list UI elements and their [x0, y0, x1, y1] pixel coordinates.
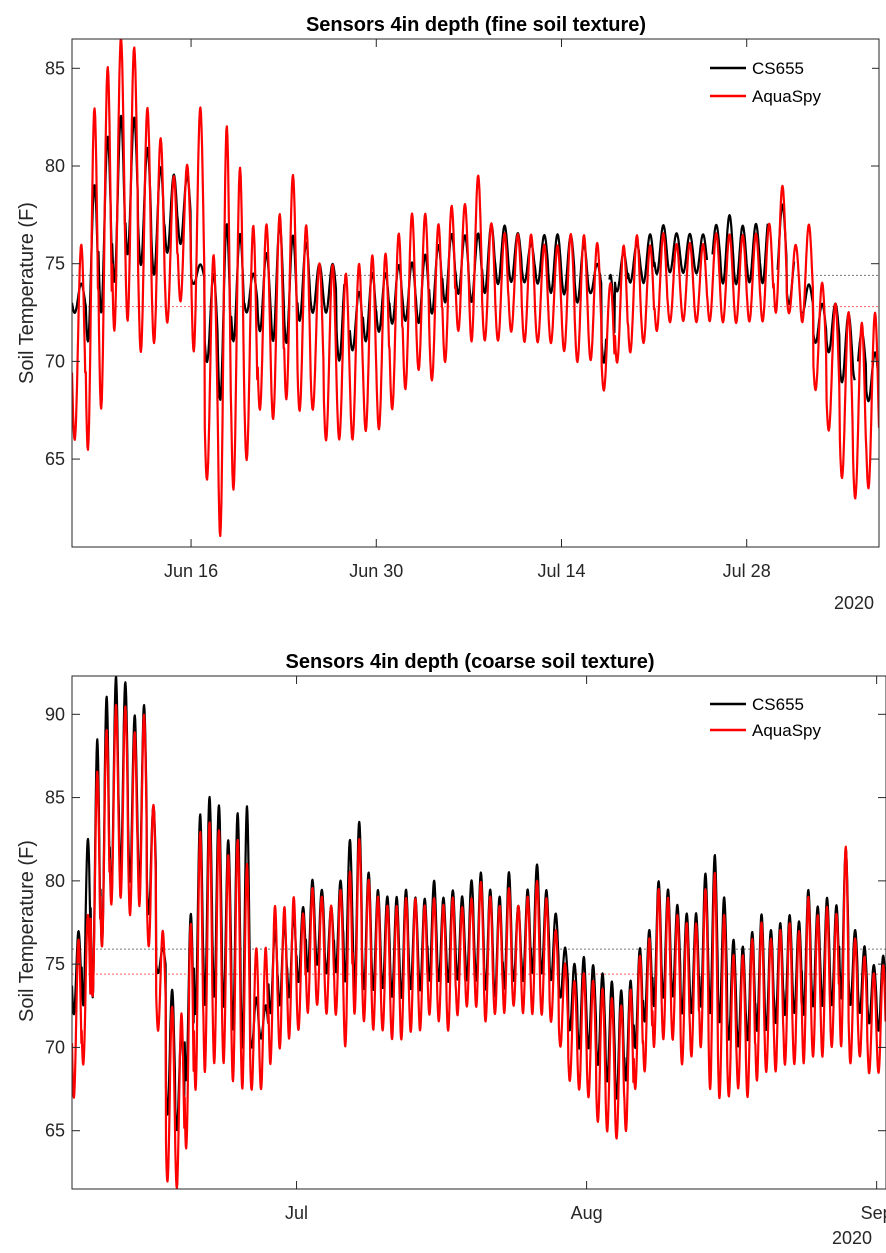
y-tick-label: 90 — [45, 704, 65, 724]
plot-area: 65 70 75 80 85 90 Jul Aug Sep — [45, 675, 886, 1223]
legend-label-aquaspy: AquaSpy — [752, 721, 821, 740]
y-tick-label: 80 — [45, 871, 65, 891]
y-tick-label: 75 — [45, 254, 65, 274]
legend: CS655 AquaSpy — [700, 687, 872, 749]
legend-label-cs655: CS655 — [752, 695, 804, 714]
series-line-aquaspy — [72, 703, 886, 1189]
y-tick-label: 70 — [45, 1037, 65, 1057]
y-axis-label: Soil Temperature (F) — [16, 840, 38, 1022]
axes-frame — [71, 38, 880, 548]
y-tick-label: 85 — [45, 788, 65, 808]
legend-frame — [700, 51, 872, 113]
plot-area: 65 70 75 80 85 Jun 16 Jun 30 Jul 14 Jul 28 — [45, 38, 880, 581]
year-label: 2020 — [832, 1228, 872, 1248]
chart-title: Sensors 4in depth (fine soil texture) — [306, 14, 646, 36]
x-tick-label: Jun 30 — [349, 561, 403, 581]
y-tick-label: 80 — [45, 156, 65, 176]
chart-fine-soil: Sensors 4in depth (fine soil texture) So… — [16, 14, 880, 613]
x-tick-label: Jul 28 — [723, 561, 771, 581]
y-tick-label: 65 — [45, 449, 65, 469]
y-tick-label: 85 — [45, 58, 65, 78]
legend-label-cs655: CS655 — [752, 59, 804, 78]
axes-frame — [71, 675, 886, 1190]
year-label: 2020 — [834, 593, 874, 613]
chart-coarse-soil: Sensors 4in depth (coarse soil texture) … — [16, 651, 886, 1248]
x-tick-label: Aug — [571, 1203, 603, 1223]
legend-label-aquaspy: AquaSpy — [752, 87, 821, 106]
legend: CS655 AquaSpy — [700, 51, 872, 113]
x-tick-label: Jul 14 — [537, 561, 585, 581]
series-line-aquaspy — [72, 39, 879, 538]
y-tick-label: 70 — [45, 351, 65, 371]
x-tick-label: Jul — [285, 1203, 308, 1223]
y-tick-label: 65 — [45, 1121, 65, 1141]
x-tick-label: Jun 16 — [164, 561, 218, 581]
chart-title: Sensors 4in depth (coarse soil texture) — [286, 651, 655, 673]
legend-frame — [700, 687, 872, 749]
y-tick-label: 75 — [45, 954, 65, 974]
y-axis-label: Soil Temperature (F) — [16, 202, 38, 384]
x-tick-label: Sep — [861, 1203, 886, 1223]
